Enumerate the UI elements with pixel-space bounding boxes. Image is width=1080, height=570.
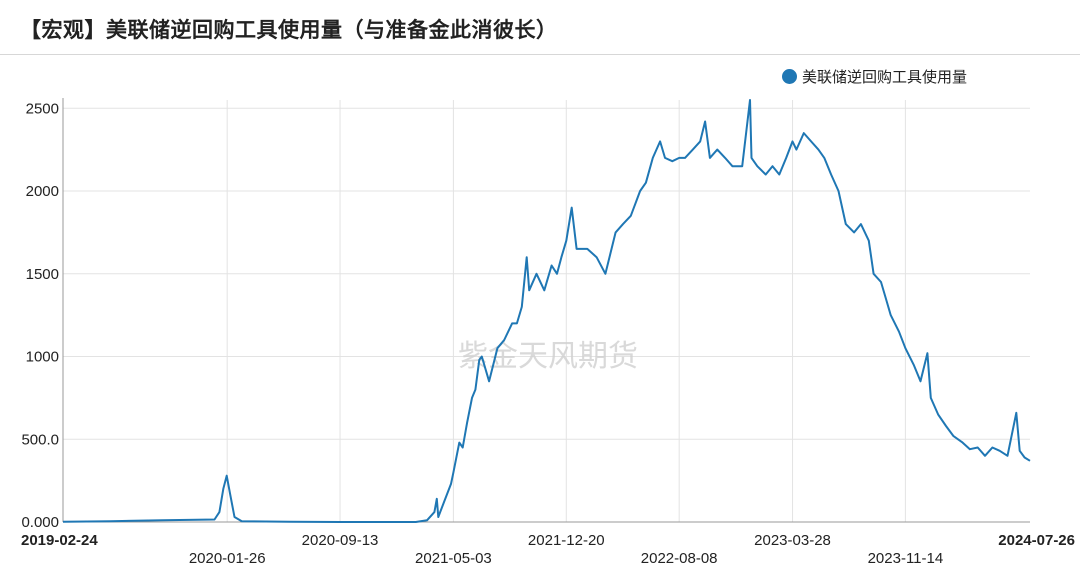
- y-tick-label: 1000: [26, 349, 59, 366]
- x-tick-label: 2024-07-26: [998, 532, 1075, 549]
- x-tick-label: 2021-05-03: [415, 550, 492, 567]
- legend[interactable]: 美联储逆回购工具使用量: [782, 66, 967, 87]
- x-tick-label: 2022-08-08: [641, 550, 718, 567]
- watermark: 紫金天风期货: [458, 339, 638, 374]
- y-tick-label: 500.0: [21, 431, 59, 448]
- x-tick-label: 2021-12-20: [528, 532, 605, 549]
- series-line: [62, 99, 1031, 523]
- legend-label: 美联储逆回购工具使用量: [802, 68, 968, 86]
- chart-title: 【宏观】美联储逆回购工具使用量（与准备金此消彼长）: [20, 18, 558, 42]
- y-tick-label: 1500: [26, 266, 59, 283]
- x-tick-label: 2020-01-26: [189, 550, 266, 567]
- x-tick-label: 2019-02-24: [21, 532, 98, 549]
- title-divider: [0, 54, 1080, 55]
- y-tick-label: 2500: [26, 100, 59, 117]
- x-tick-label: 2020-09-13: [302, 532, 379, 549]
- y-tick-label: 0.000: [21, 514, 59, 531]
- x-tick-label: 2023-11-14: [868, 550, 944, 567]
- legend-marker: [782, 69, 797, 84]
- y-tick-label: 2000: [26, 183, 59, 200]
- x-tick-label: 2023-03-28: [754, 532, 831, 549]
